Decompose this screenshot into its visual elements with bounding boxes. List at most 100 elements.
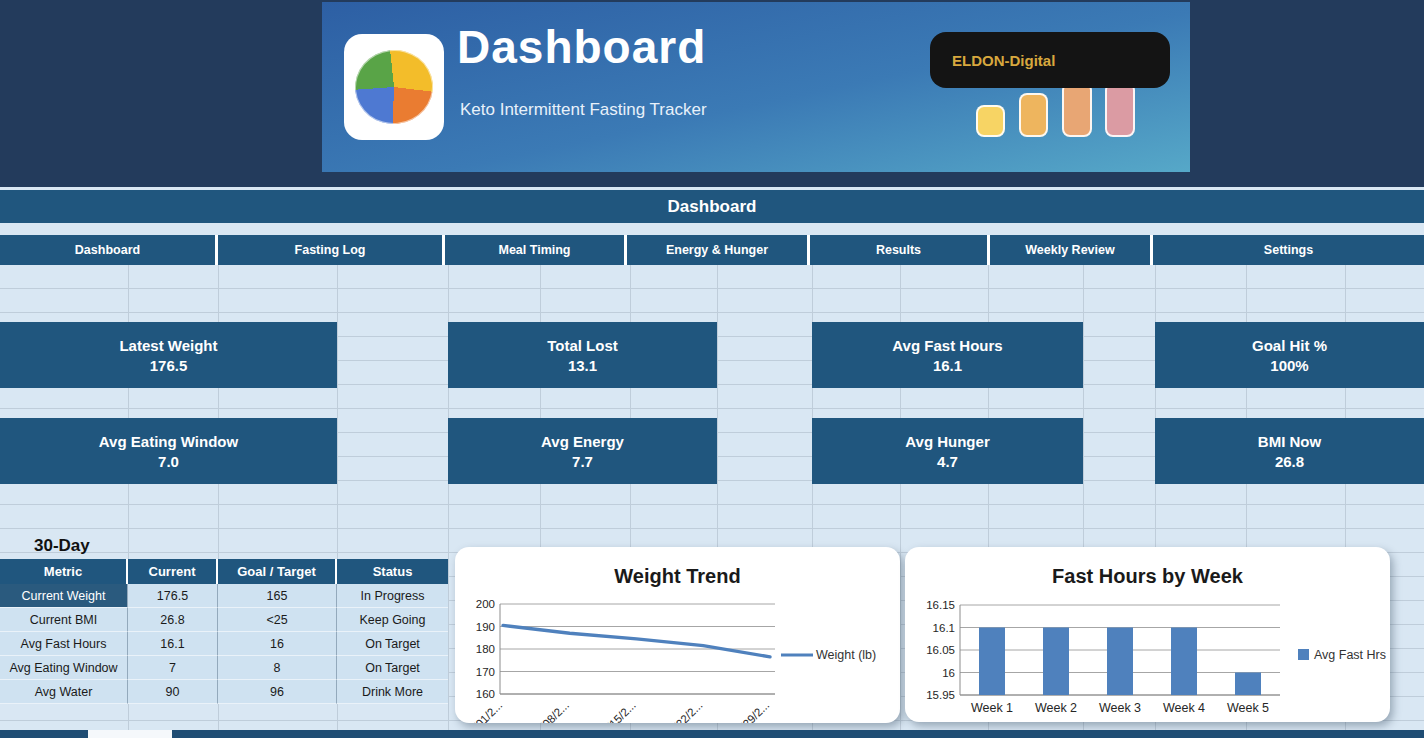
table-cell: 7 [128,656,218,680]
x-axis-tick: 03/08/2... [529,699,571,723]
summary-table-header: MetricCurrentGoal / TargetStatus [0,559,448,584]
keto-tracker-dashboard: Dashboard Keto Intermittent Fasting Trac… [0,0,1424,738]
table-cell: 96 [218,680,337,704]
tab-fasting-log[interactable]: Fasting Log [218,235,445,265]
fast-hours-panel: 15.951616.0516.116.15Fast Hours by WeekW… [905,547,1390,722]
table-row: Avg Fast Hours16.116On Target [0,632,448,656]
y-axis-tick: 190 [476,621,495,633]
sheet-title: Dashboard [668,197,757,217]
tab-settings[interactable]: Settings [1153,235,1424,265]
kpi-value: 7.0 [158,454,179,469]
kpi-card-avg-energy: Avg Energy 7.7 [448,418,717,484]
bar-week-1 [979,628,1005,696]
brand-badge: ELDON-Digital [930,32,1170,88]
bar-week-5 [1235,673,1261,696]
tab-dashboard[interactable]: Dashboard [0,235,218,265]
y-axis-tick: 16 [942,667,955,679]
y-axis-tick: 16.05 [926,644,955,656]
x-axis-tick: Week 5 [1227,701,1269,715]
banner-title: Dashboard [457,20,706,74]
kpi-value: 16.1 [933,358,962,373]
table-row: Current Weight176.5165In Progress [0,584,448,608]
table-cell: Avg Water [0,680,128,704]
table-cell: In Progress [337,584,448,608]
kpi-card-avg-hunger: Avg Hunger4.7 [812,418,1083,484]
weight-trend-panel: 160170180190200Weight Trend03/01/2...03/… [455,547,900,723]
table-cell: Current Weight [0,584,128,608]
table-cell: 26.8 [128,608,218,632]
fast-hours-chart: 15.951616.0516.116.15Fast Hours by WeekW… [905,547,1390,722]
pie-icon [351,46,436,128]
kpi-card-avg-eating-window: Avg Eating Window7.0 [0,418,337,484]
kpi-label: Total Lost [547,338,618,353]
table-cell: <25 [218,608,337,632]
kpi-label: Goal Hit % [1252,338,1327,353]
table-row: Current BMI26.8<25Keep Going [0,608,448,632]
table-cell: Avg Eating Window [0,656,128,680]
summary-table: MetricCurrentGoal / TargetStatusCurrent … [0,559,448,704]
tab-weekly-review[interactable]: Weekly Review [990,235,1153,265]
legend-label: Avg Fast Hrs [1314,648,1386,662]
kpi-card-latest-weight: Latest Weight 176.5 [0,322,337,388]
table-cell: 165 [218,584,337,608]
x-axis-tick: 03/15/2... [596,699,638,723]
y-axis-tick: 15.95 [926,689,955,701]
kpi-value: 7.7 [572,454,593,469]
legend-square-swatch [1298,649,1309,660]
kpi-label: Latest Weight [119,338,217,353]
table-cell: 16 [218,632,337,656]
weight-trend-chart: 160170180190200Weight Trend03/01/2...03/… [455,547,900,723]
x-axis-tick: 03/29/2... [729,699,771,723]
kpi-label: BMI Now [1258,434,1321,449]
table-cell: Drink More [337,680,448,704]
y-axis-tick: 200 [476,598,495,610]
kpi-value: 176.5 [150,358,188,373]
table-row: Avg Water9096Drink More [0,680,448,704]
kpi-label: Avg Energy [541,434,624,449]
legend-label: Weight (lb) [816,648,876,662]
bar-week-2 [1043,628,1069,696]
table-cell: 16.1 [128,632,218,656]
summary-section-title: 30-Day [34,536,90,556]
y-axis-tick: 16.15 [926,599,955,611]
bar-3-icon [1062,82,1092,137]
table-cell: On Target [337,656,448,680]
kpi-value: 4.7 [937,454,958,469]
bar-week-3 [1107,628,1133,696]
x-axis-tick: 03/01/2... [462,699,504,723]
bar-2-icon [1019,93,1048,137]
x-axis-tick: Week 4 [1163,701,1205,715]
tab-energy-hunger[interactable]: Energy & Hunger [627,235,810,265]
table-cell: Keep Going [337,608,448,632]
table-cell: On Target [337,632,448,656]
kpi-label: Avg Fast Hours [892,338,1002,353]
header-cell-metric: Metric [0,559,128,584]
table-cell: 90 [128,680,218,704]
chart-title: Weight Trend [614,565,740,587]
kpi-value: 26.8 [1275,454,1304,469]
header-cell-current: Current [128,559,218,584]
sheet-title-bar: Dashboard [0,190,1424,223]
strip-gap-cell [88,730,172,738]
x-axis-tick: Week 2 [1035,701,1077,715]
brand-badge-label: ELDON-Digital [952,52,1055,69]
y-axis-tick: 170 [476,666,495,678]
tab-results[interactable]: Results [810,235,990,265]
kpi-card-goal-hit: Goal Hit % 100% [1155,322,1424,388]
banner: Dashboard Keto Intermittent Fasting Trac… [322,2,1190,172]
y-axis-tick: 180 [476,643,495,655]
kpi-card-bmi-now: BMI Now 26.8 [1155,418,1424,484]
tab-meal-timing[interactable]: Meal Timing [445,235,627,265]
kpi-value: 100% [1270,358,1308,373]
kpi-value: 13.1 [568,358,597,373]
kpi-card-avg-fast-hours: Avg Fast Hours 16.1 [812,322,1083,388]
kpi-card-total-lost: Total Lost 13.1 [448,322,717,388]
table-cell: Current BMI [0,608,128,632]
table-cell: 8 [218,656,337,680]
x-axis-tick: Week 1 [971,701,1013,715]
x-axis-tick: 03/22/2... [662,699,704,723]
bar-1-icon [976,105,1005,137]
chart-title: Fast Hours by Week [1052,565,1244,587]
bar-4-icon [1105,82,1135,137]
weight-series-line [503,625,770,657]
